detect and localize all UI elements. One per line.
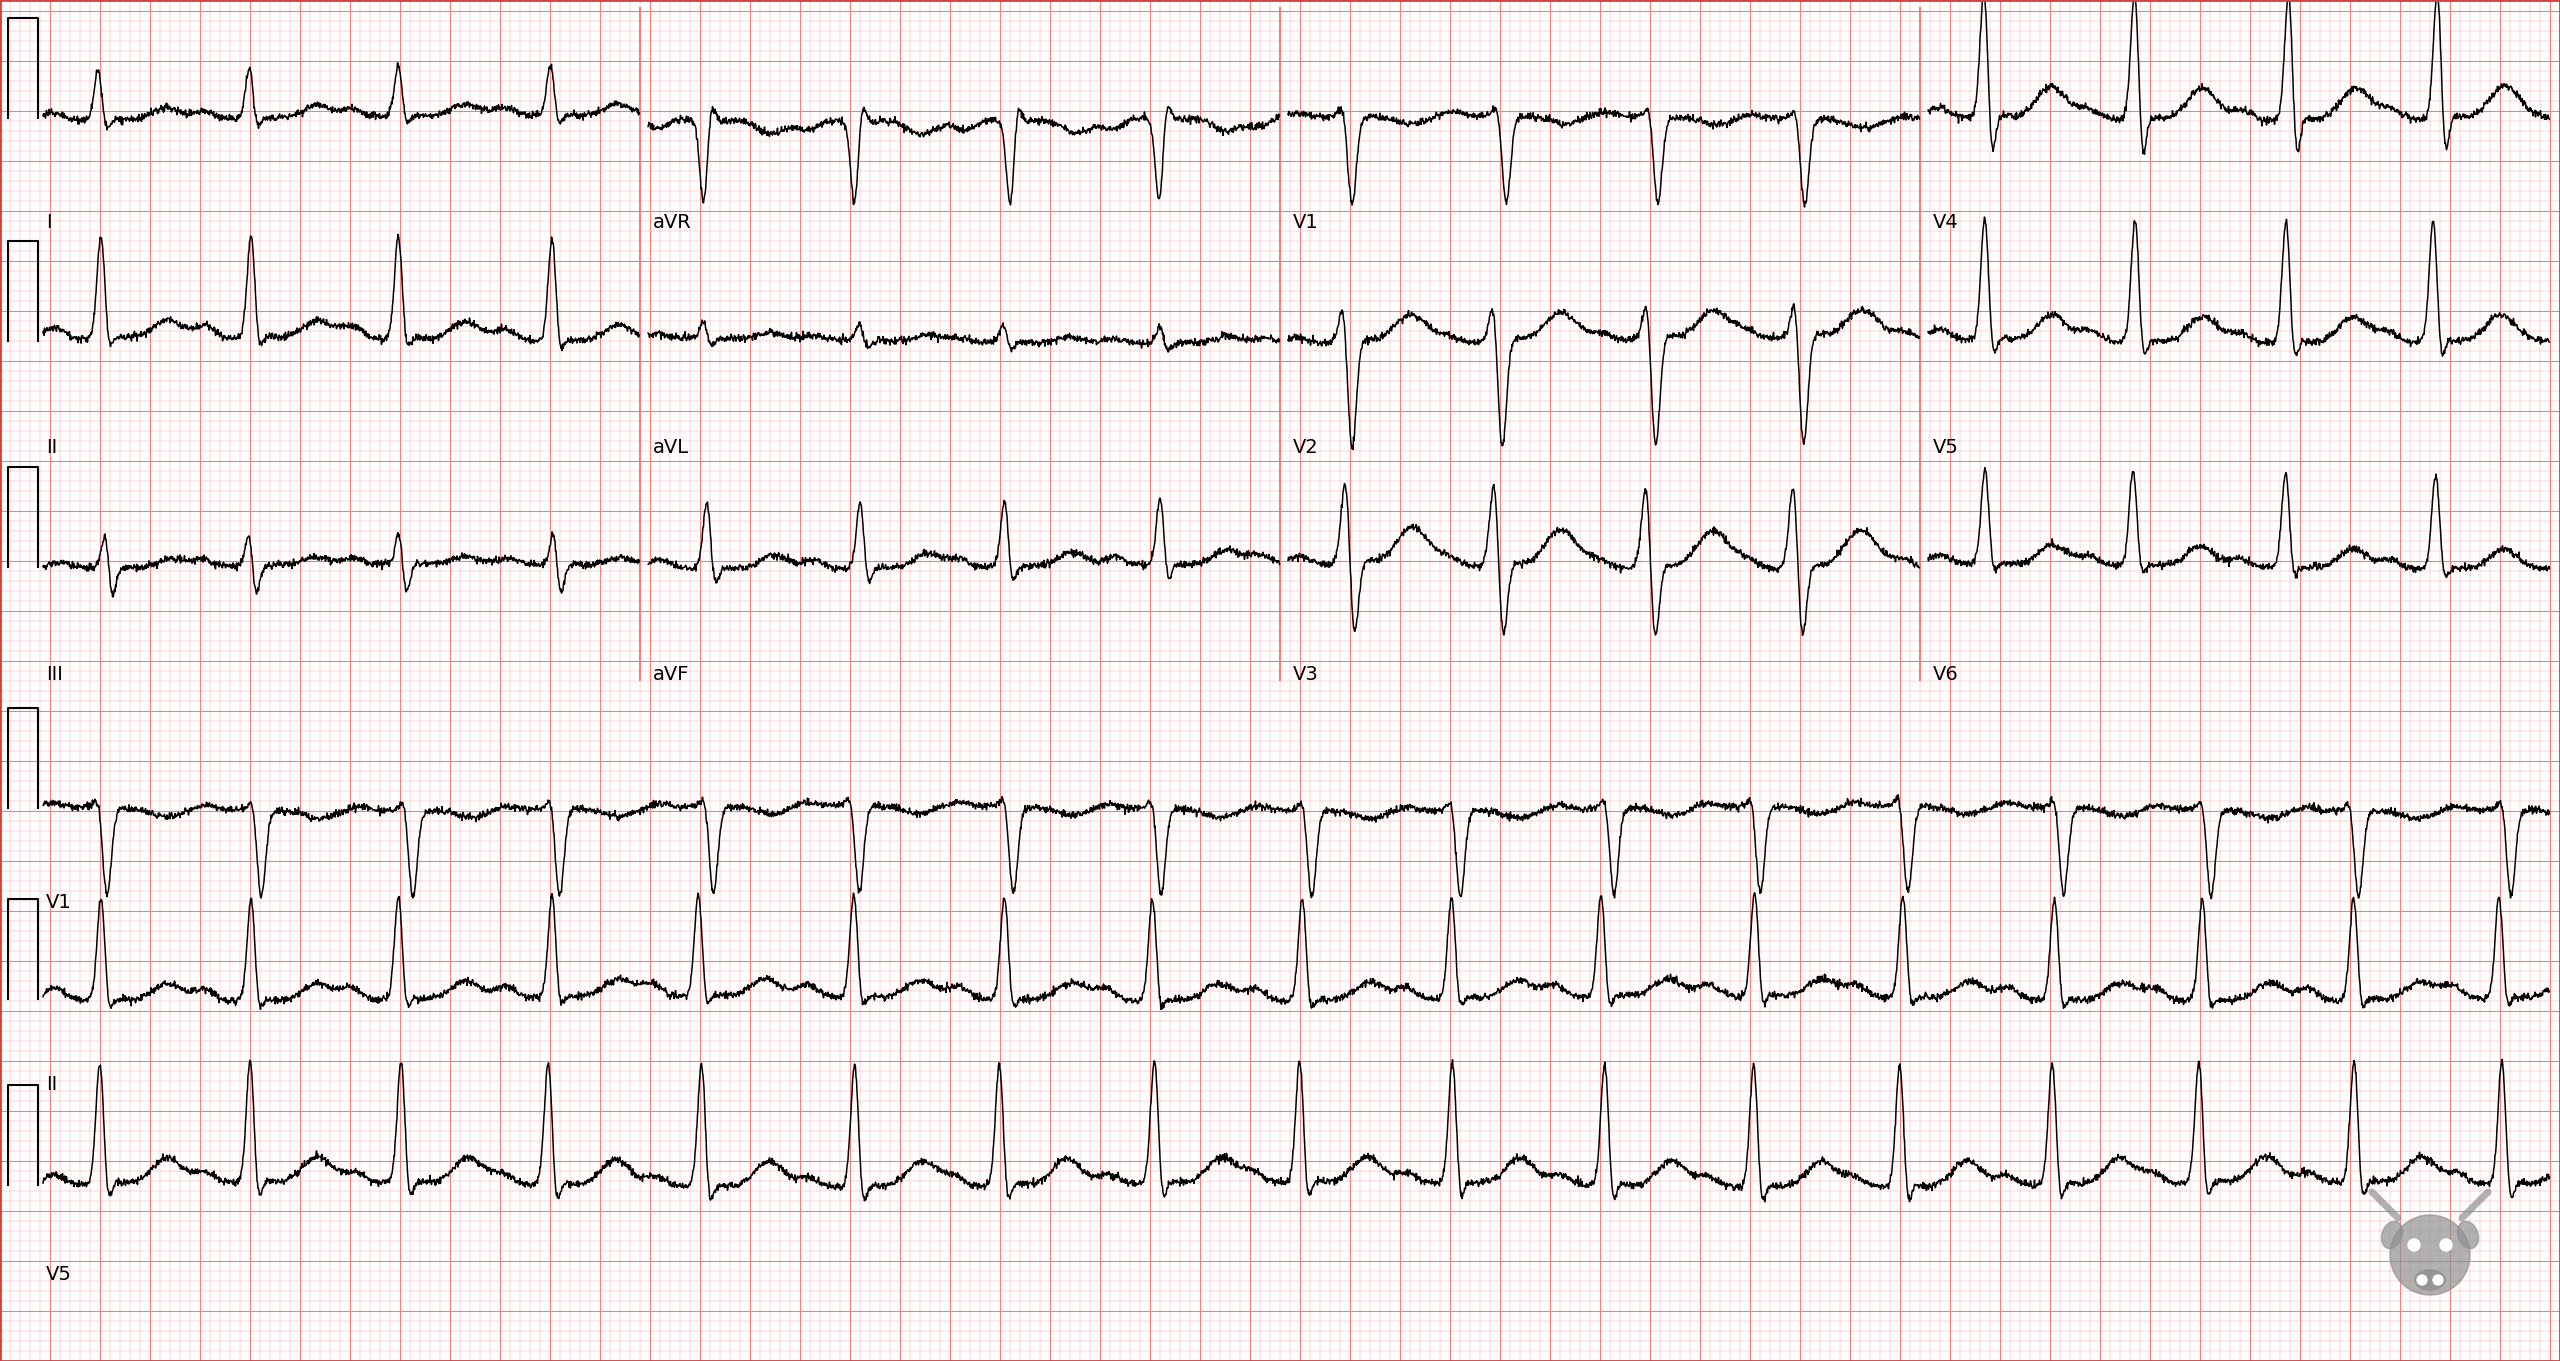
Text: II: II <box>46 438 56 457</box>
Text: V3: V3 <box>1293 666 1318 685</box>
Text: V5: V5 <box>46 1264 72 1283</box>
Circle shape <box>2417 1275 2427 1285</box>
Text: V2: V2 <box>1293 438 1318 457</box>
Text: aVF: aVF <box>653 666 689 685</box>
Text: V1: V1 <box>46 893 72 912</box>
Text: V6: V6 <box>1933 666 1958 685</box>
Circle shape <box>2409 1239 2419 1251</box>
Ellipse shape <box>2381 1221 2401 1248</box>
Text: V1: V1 <box>1293 214 1318 231</box>
Text: V5: V5 <box>1933 438 1958 457</box>
Text: aVL: aVL <box>653 438 689 457</box>
Text: III: III <box>46 666 64 685</box>
Ellipse shape <box>2414 1270 2445 1290</box>
Ellipse shape <box>2458 1221 2478 1248</box>
Text: aVR: aVR <box>653 214 691 231</box>
Circle shape <box>2391 1215 2470 1296</box>
Circle shape <box>2432 1275 2442 1285</box>
Circle shape <box>2440 1239 2452 1251</box>
Text: II: II <box>46 1075 56 1094</box>
FancyArrowPatch shape <box>2463 1192 2488 1218</box>
Text: V4: V4 <box>1933 214 1958 231</box>
FancyArrowPatch shape <box>2373 1192 2399 1218</box>
Text: I: I <box>46 214 51 231</box>
